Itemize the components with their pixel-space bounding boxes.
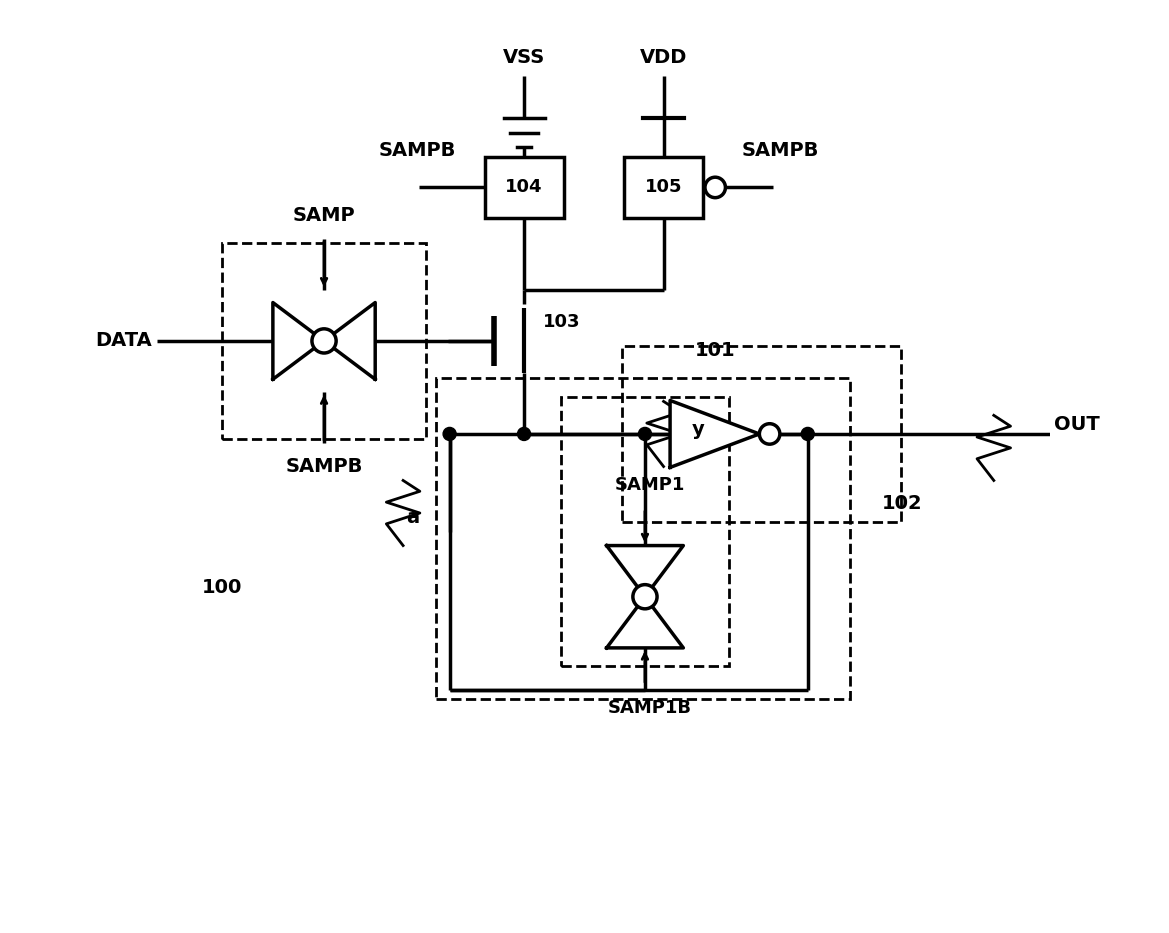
Text: VDD: VDD [639,48,687,66]
Text: 102: 102 [883,494,922,513]
Polygon shape [670,400,760,467]
Text: a: a [406,508,419,527]
Bar [561,397,728,666]
Polygon shape [272,302,324,380]
Text: VSS: VSS [503,48,545,66]
Text: SAMP: SAMP [292,206,355,225]
Bar [436,378,850,699]
Polygon shape [324,302,375,380]
Circle shape [312,328,337,353]
Text: SAMPB: SAMPB [379,141,456,160]
Circle shape [760,424,780,444]
Bar [622,345,901,522]
Text: 101: 101 [694,341,735,360]
Polygon shape [607,597,684,648]
Bar [624,157,703,217]
Circle shape [632,585,657,609]
Circle shape [443,427,456,440]
Circle shape [638,427,651,440]
Circle shape [705,177,726,198]
Text: 103: 103 [542,313,580,331]
Polygon shape [607,546,684,597]
Bar [484,157,563,217]
Text: 105: 105 [645,178,683,197]
Bar [222,244,427,439]
Text: SAMP1: SAMP1 [615,476,685,494]
Text: 100: 100 [201,578,242,597]
Text: y: y [692,420,704,439]
Text: SAMP1B: SAMP1B [608,700,692,717]
Text: OUT: OUT [1054,415,1100,434]
Circle shape [801,427,815,440]
Text: DATA: DATA [95,331,152,351]
Text: SAMPB: SAMPB [285,457,362,476]
Text: 104: 104 [505,178,542,197]
Text: SAMPB: SAMPB [741,141,818,160]
Circle shape [518,427,531,440]
